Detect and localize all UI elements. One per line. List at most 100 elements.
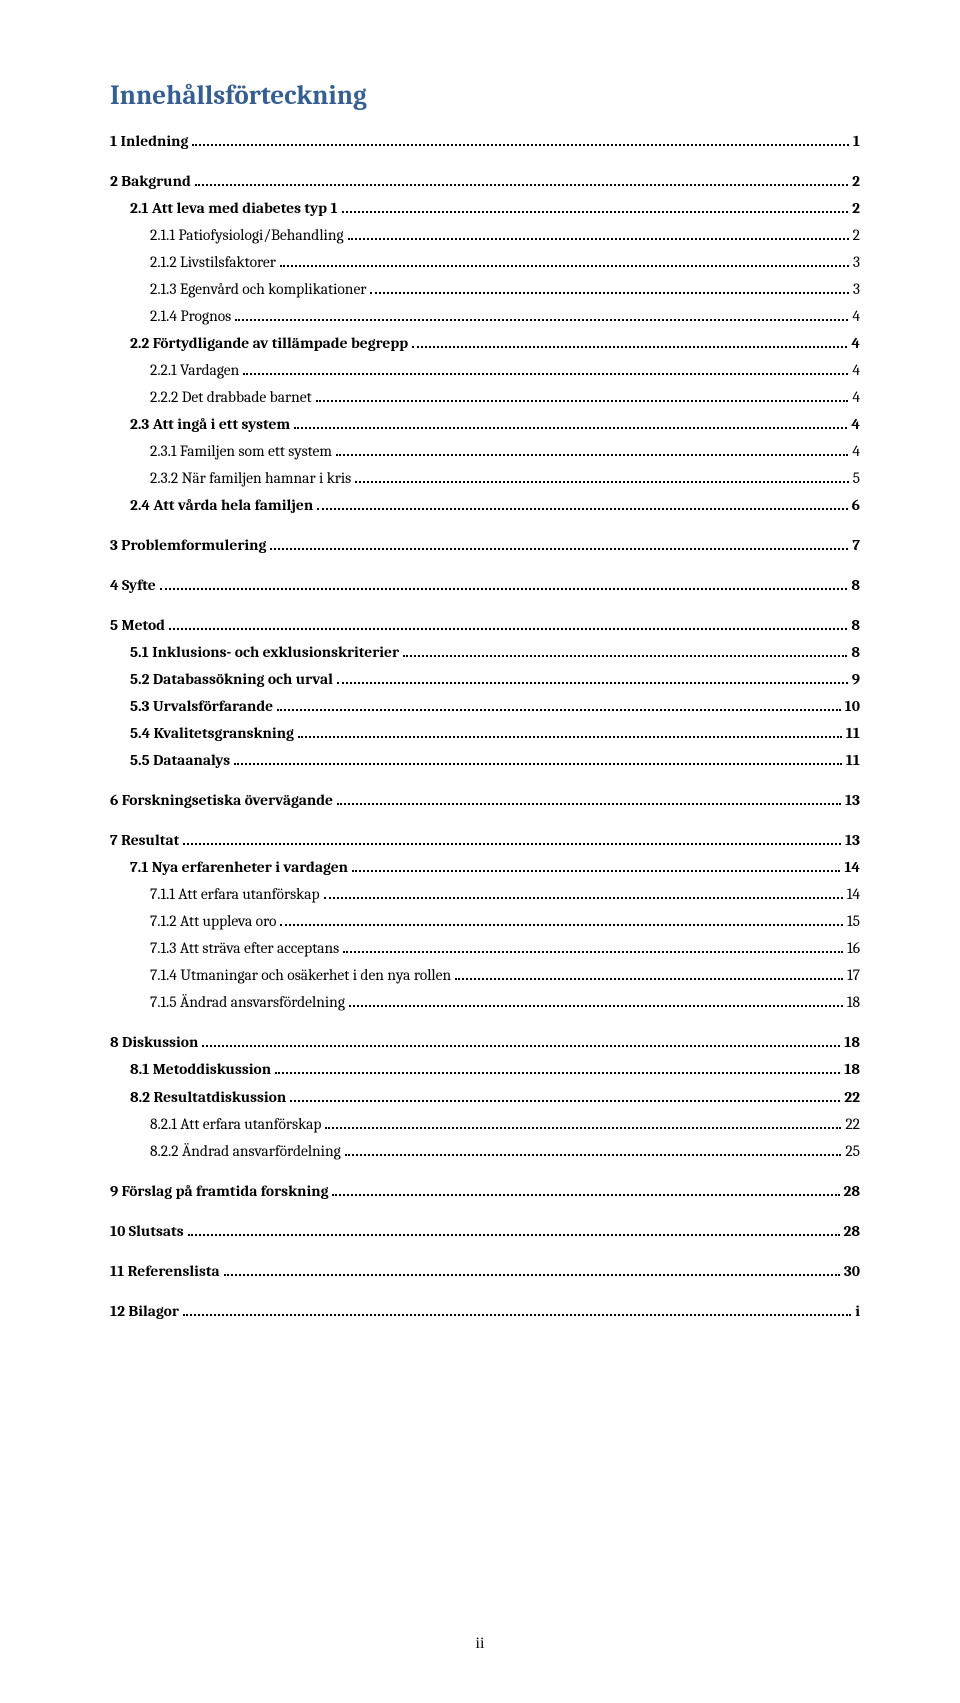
toc-entry-page: 3 <box>853 250 860 274</box>
toc-dot-leader <box>243 363 848 375</box>
toc-entry-page: 22 <box>845 1112 860 1136</box>
toc-entry-page: 13 <box>845 788 860 812</box>
toc-entry-label: 2.3.1 Familjen som ett system <box>150 439 332 463</box>
toc-entry-label: 2.1 Att leva med diabetes typ 1 <box>130 196 338 220</box>
toc-entry-page: 9 <box>852 667 860 691</box>
toc-dot-leader <box>403 645 847 657</box>
toc-entry-label: 2.2.2 Det drabbade barnet <box>150 385 312 409</box>
toc-entry-page: 4 <box>852 439 860 463</box>
toc-dot-leader <box>235 309 848 321</box>
toc-dot-leader <box>270 538 848 550</box>
toc-entry: 9 Förslag på framtida forskning 28 <box>110 1179 860 1203</box>
toc-entry: 7.1 Nya erfarenheter i vardagen14 <box>110 855 860 879</box>
toc-entry-label: 7 Resultat <box>110 828 179 852</box>
toc-entry-page: 8 <box>851 613 860 637</box>
toc-dot-leader <box>324 887 843 899</box>
toc-entry: 2.2 Förtydligande av tillämpade begrepp 4 <box>110 331 860 355</box>
toc-dot-leader <box>317 498 847 510</box>
toc-entry-label: 2.3 Att ingå i ett system <box>130 412 290 436</box>
toc-entry-label: 10 Slutsats <box>110 1219 184 1243</box>
toc-entry: 10 Slutsats 28 <box>110 1219 860 1243</box>
toc-entry: 2.2.2 Det drabbade barnet 4 <box>110 385 860 409</box>
toc-entry-label: 5.5 Dataanalys <box>130 748 230 772</box>
toc-dot-leader <box>298 726 842 738</box>
toc-entry: 2.3.1 Familjen som ett system 4 <box>110 439 860 463</box>
toc-dot-leader <box>202 1035 840 1047</box>
toc-dot-leader <box>169 618 847 630</box>
toc-entry: 5.1 Inklusions- och exklusionskriterier 8 <box>110 640 860 664</box>
page-footer: ii <box>0 1635 960 1653</box>
toc-entry-page: 10 <box>845 694 860 718</box>
toc-dot-leader <box>183 833 841 845</box>
toc-dot-leader <box>277 699 841 711</box>
toc-entry-page: 4 <box>851 331 860 355</box>
toc-dot-leader <box>290 1089 840 1101</box>
toc-dot-leader <box>343 941 843 953</box>
toc-entry: 8.2 Resultatdiskussion 22 <box>110 1085 860 1109</box>
toc-entry-label: 2.4 Att vårda hela familjen <box>130 493 313 517</box>
toc-entry-page: 4 <box>851 412 860 436</box>
toc-entry-label: 7.1.1 Att erfara utanförskap <box>150 882 320 906</box>
toc-dot-leader <box>349 995 843 1007</box>
toc-entry-label: 2.2.1 Vardagen <box>150 358 239 382</box>
toc-entry-label: 2.1.4 Prognos <box>150 304 231 328</box>
toc-entry-page: 17 <box>847 963 860 987</box>
toc-entry-page: i <box>855 1299 860 1323</box>
toc-entry-page: 11 <box>846 721 860 745</box>
toc-entry: 5 Metod8 <box>110 613 860 637</box>
toc-dot-leader <box>316 390 849 402</box>
toc-dot-leader <box>336 444 848 456</box>
toc-entry-page: 18 <box>844 1057 860 1081</box>
toc-entry-page: 16 <box>847 936 860 960</box>
toc-dot-leader <box>224 1263 840 1275</box>
toc-entry-label: 7.1.2 Att uppleva oro <box>150 909 276 933</box>
toc-dot-leader <box>294 417 847 429</box>
toc-entry: 2.1.3 Egenvård och komplikationer3 <box>110 277 860 301</box>
toc-dot-leader <box>370 282 848 294</box>
toc-dot-leader <box>280 255 849 267</box>
toc-entry-page: 8 <box>851 573 860 597</box>
toc-dot-leader <box>160 578 848 590</box>
toc-entry: 7.1.3 Att sträva efter acceptans16 <box>110 936 860 960</box>
toc-entry-label: 8 Diskussion <box>110 1030 198 1054</box>
toc-entry: 2.1.4 Prognos4 <box>110 304 860 328</box>
toc-entry-page: 4 <box>852 385 860 409</box>
toc-entry-page: 4 <box>852 358 860 382</box>
toc-entry-label: 8.1 Metoddiskussion <box>130 1057 271 1081</box>
toc-entry: 7.1.5 Ändrad ansvarsfördelning18 <box>110 990 860 1014</box>
toc-entry-page: 28 <box>844 1179 860 1203</box>
toc-entry-page: 2 <box>852 196 860 220</box>
toc-entry-label: 2.1.2 Livstilsfaktorer <box>150 250 276 274</box>
toc-entry-page: 22 <box>844 1085 860 1109</box>
toc-entry-page: 14 <box>844 855 860 879</box>
toc-entry-label: 7.1.4 Utmaningar och osäkerhet i den nya… <box>150 963 451 987</box>
toc-entry: 2 Bakgrund2 <box>110 169 860 193</box>
toc-entry-page: 5 <box>853 466 860 490</box>
toc-entry-label: 7.1.5 Ändrad ansvarsfördelning <box>150 990 345 1014</box>
toc-entry: 8.1 Metoddiskussion 18 <box>110 1057 860 1081</box>
toc-entry-label: 11 Referenslista <box>110 1259 220 1283</box>
toc-dot-leader <box>348 228 849 240</box>
toc-entry: 7 Resultat13 <box>110 828 860 852</box>
toc-entry-label: 5.4 Kvalitetsgranskning <box>130 721 294 745</box>
toc-entry-label: 2.1.1 Patiofysiologi/Behandling <box>150 223 344 247</box>
toc-dot-leader <box>275 1062 840 1074</box>
toc-entry-label: 8.2 Resultatdiskussion <box>130 1085 286 1109</box>
toc-entry-label: 8.2.2 Ändrad ansvarfördelning <box>150 1139 341 1163</box>
toc-entry-page: 7 <box>852 533 860 557</box>
toc-entry-page: 8 <box>851 640 860 664</box>
toc-entry: 1 Inledning1 <box>110 129 860 153</box>
toc-entry-label: 3 Problemformulering <box>110 533 266 557</box>
toc-entry-label: 9 Förslag på framtida forskning <box>110 1179 328 1203</box>
toc-entry: 6 Forskningsetiska övervägande13 <box>110 788 860 812</box>
toc-entry-page: 30 <box>844 1259 860 1283</box>
toc-entry: 5.2 Databassökning och urval9 <box>110 667 860 691</box>
toc-entry: 7.1.4 Utmaningar och osäkerhet i den nya… <box>110 963 860 987</box>
toc-entry-label: 5.1 Inklusions- och exklusionskriterier <box>130 640 399 664</box>
toc-entry: 5.3 Urvalsförfarande10 <box>110 694 860 718</box>
toc-entry-page: 28 <box>844 1219 860 1243</box>
toc-entry-label: 2.2 Förtydligande av tillämpade begrepp <box>130 331 408 355</box>
toc-dot-leader <box>325 1116 841 1128</box>
toc-entry-label: 4 Syfte <box>110 573 156 597</box>
toc-entry: 2.2.1 Vardagen 4 <box>110 358 860 382</box>
